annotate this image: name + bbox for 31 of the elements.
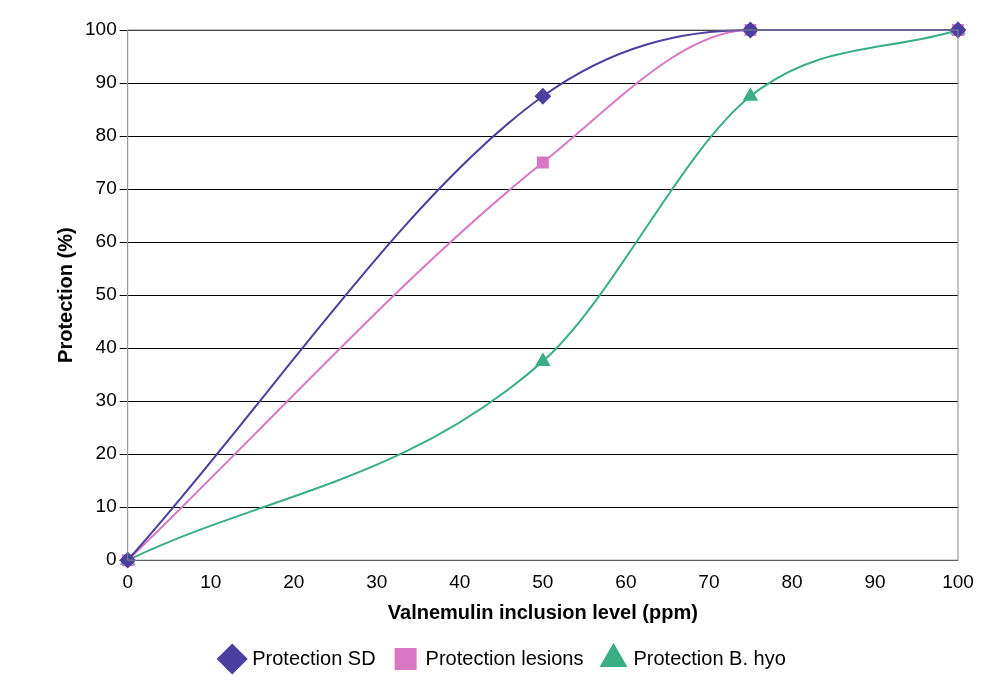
y-tick-label: 40 xyxy=(95,336,117,358)
point xyxy=(534,88,551,105)
x-tick-label: 0 xyxy=(122,570,133,592)
x-tick-label: 70 xyxy=(698,570,720,592)
x-tick-label: 40 xyxy=(449,570,471,592)
y-tick-label: 70 xyxy=(95,177,117,199)
legend-label: Protection lesions xyxy=(425,646,584,669)
x-tick-label: 20 xyxy=(283,570,305,592)
x-axis-title: Valnemulin inclusion level (ppm) xyxy=(387,600,698,623)
y-tick-label: 100 xyxy=(85,18,117,40)
y-tick-label: 60 xyxy=(95,230,117,252)
y-tick-label: 80 xyxy=(95,124,117,146)
point xyxy=(743,88,758,101)
x-tick-label: 100 xyxy=(942,570,974,592)
x-tick-label: 10 xyxy=(200,570,222,592)
x-tick-label: 90 xyxy=(864,570,886,592)
point xyxy=(535,353,550,366)
y-tick-label: 10 xyxy=(95,495,117,517)
y-tick-label: 0 xyxy=(106,548,117,570)
legend-label: Protection SD xyxy=(252,646,376,669)
y-tick-label: 30 xyxy=(95,389,117,411)
y-axis-title: Protection (%) xyxy=(53,227,76,363)
x-tick-label: 80 xyxy=(781,570,803,592)
point xyxy=(536,156,549,169)
y-tick-label: 50 xyxy=(95,283,117,305)
x-tick-label: 30 xyxy=(366,570,388,592)
y-tick-label: 90 xyxy=(95,71,117,93)
y-tick-label: 20 xyxy=(95,442,117,464)
x-tick-label: 60 xyxy=(615,570,637,592)
legend-label: Protection B. hyo xyxy=(633,646,786,669)
x-tick-label: 50 xyxy=(532,570,554,592)
